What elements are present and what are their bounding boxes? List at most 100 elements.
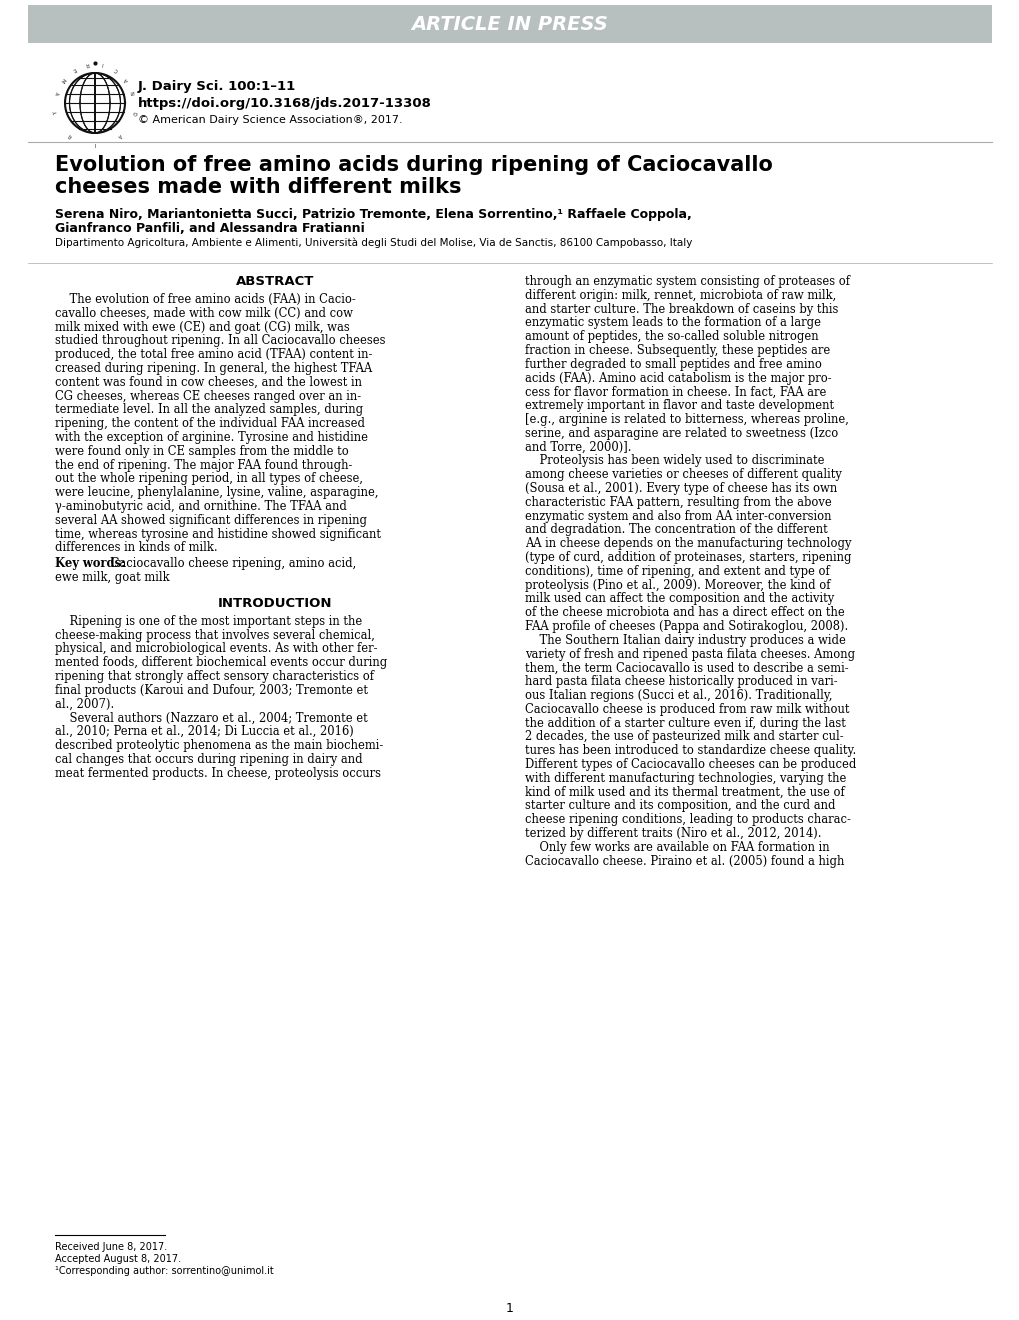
Text: A: A [53,90,59,95]
Text: Received June 8, 2017.: Received June 8, 2017. [55,1242,167,1251]
Text: differences in kinds of milk.: differences in kinds of milk. [55,541,217,554]
Text: A: A [116,132,122,137]
Text: hard pasta filata cheese historically produced in vari-: hard pasta filata cheese historically pr… [525,676,837,688]
Text: 1: 1 [505,1302,514,1315]
Text: described proteolytic phenomena as the main biochemi-: described proteolytic phenomena as the m… [55,739,383,752]
Text: variety of fresh and ripened pasta filata cheeses. Among: variety of fresh and ripened pasta filat… [525,648,854,660]
Text: cavallo cheeses, made with cow milk (CC) and cow: cavallo cheeses, made with cow milk (CC)… [55,306,353,319]
Text: R: R [67,132,73,137]
Text: characteristic FAA pattern, resulting from the above: characteristic FAA pattern, resulting fr… [525,496,830,508]
Text: ripening, the content of the individual FAA increased: ripening, the content of the individual … [55,417,365,430]
Text: acids (FAA). Amino acid catabolism is the major pro-: acids (FAA). Amino acid catabolism is th… [525,372,830,384]
Text: Evolution of free amino acids during ripening of Caciocavallo: Evolution of free amino acids during rip… [55,154,772,176]
Text: and degradation. The concentration of the different: and degradation. The concentration of th… [525,524,827,536]
Text: (type of curd, addition of proteinases, starters, ripening: (type of curd, addition of proteinases, … [525,550,851,564]
Text: C: C [113,66,119,73]
Text: Caciocavallo cheese is produced from raw milk without: Caciocavallo cheese is produced from raw… [525,702,849,715]
Text: ewe milk, goat milk: ewe milk, goat milk [55,572,169,583]
Text: time, whereas tyrosine and histidine showed significant: time, whereas tyrosine and histidine sho… [55,528,381,541]
Text: I: I [101,61,104,66]
Text: were found only in CE samples from the middle to: were found only in CE samples from the m… [55,445,348,458]
Text: creased during ripening. In general, the highest TFAA: creased during ripening. In general, the… [55,362,372,375]
Text: © American Dairy Science Association®, 2017.: © American Dairy Science Association®, 2… [138,115,403,125]
Text: meat fermented products. In cheese, proteolysis occurs: meat fermented products. In cheese, prot… [55,767,381,780]
Text: ¹Corresponding author: sorrentino@unimol.it: ¹Corresponding author: sorrentino@unimol… [55,1266,273,1276]
Text: ous Italian regions (Succi et al., 2016). Traditionally,: ous Italian regions (Succi et al., 2016)… [525,689,832,702]
Text: and starter culture. The breakdown of caseins by this: and starter culture. The breakdown of ca… [525,302,838,315]
Text: M: M [59,77,66,82]
Text: ABSTRACT: ABSTRACT [235,275,314,288]
Text: γ-aminobutyric acid, and ornithine. The TFAA and: γ-aminobutyric acid, and ornithine. The … [55,500,346,513]
Text: Proteolysis has been widely used to discriminate: Proteolysis has been widely used to disc… [525,454,823,467]
Text: content was found in cow cheeses, and the lowest in: content was found in cow cheeses, and th… [55,376,362,389]
Text: al., 2010; Perna et al., 2014; Di Luccia et al., 2016): al., 2010; Perna et al., 2014; Di Luccia… [55,725,354,738]
Text: al., 2007).: al., 2007). [55,697,114,710]
Text: cheese ripening conditions, leading to products charac-: cheese ripening conditions, leading to p… [525,813,850,826]
Text: extremely important in flavor and taste development: extremely important in flavor and taste … [525,399,834,412]
Text: Several authors (Nazzaro et al., 2004; Tremonte et: Several authors (Nazzaro et al., 2004; T… [55,711,368,725]
Text: J. Dairy Sci. 100:1–11: J. Dairy Sci. 100:1–11 [138,81,296,92]
Text: 2 decades, the use of pasteurized milk and starter cul-: 2 decades, the use of pasteurized milk a… [525,730,843,743]
Text: among cheese varieties or cheeses of different quality: among cheese varieties or cheeses of dif… [525,469,841,482]
Text: cheese-making process that involves several chemical,: cheese-making process that involves seve… [55,628,375,642]
Text: of the cheese microbiota and has a direct effect on the: of the cheese microbiota and has a direc… [525,606,844,619]
Text: A: A [124,77,130,82]
Text: Caciocavallo cheese. Piraino et al. (2005) found a high: Caciocavallo cheese. Piraino et al. (200… [525,854,844,867]
Text: terized by different traits (Niro et al., 2012, 2014).: terized by different traits (Niro et al.… [525,828,820,840]
Text: https://doi.org/10.3168/jds.2017-13308: https://doi.org/10.3168/jds.2017-13308 [138,96,431,110]
Text: FAA profile of cheeses (Pappa and Sotirakoglou, 2008).: FAA profile of cheeses (Pappa and Sotira… [525,620,848,634]
Text: conditions), time of ripening, and extent and type of: conditions), time of ripening, and exten… [525,565,828,578]
Text: final products (Karoui and Dufour, 2003; Tremonte et: final products (Karoui and Dufour, 2003;… [55,684,368,697]
Text: (Sousa et al., 2001). Every type of cheese has its own: (Sousa et al., 2001). Every type of chee… [525,482,837,495]
Text: amount of peptides, the so-called soluble nitrogen: amount of peptides, the so-called solubl… [525,330,818,343]
Text: D: D [130,111,137,116]
Text: cal changes that occurs during ripening in dairy and: cal changes that occurs during ripening … [55,752,363,766]
Text: Dipartimento Agricoltura, Ambiente e Alimenti, Università degli Studi del Molise: Dipartimento Agricoltura, Ambiente e Ali… [55,238,692,248]
Text: Different types of Caciocavallo cheeses can be produced: Different types of Caciocavallo cheeses … [525,758,856,771]
Text: with the exception of arginine. Tyrosine and histidine: with the exception of arginine. Tyrosine… [55,432,368,444]
Text: N: N [130,90,137,95]
Text: milk used can affect the composition and the activity: milk used can affect the composition and… [525,593,834,606]
Text: enzymatic system and also from AA inter-conversion: enzymatic system and also from AA inter-… [525,510,830,523]
Text: Serena Niro, Mariantonietta Succi, Patrizio Tremonte, Elena Sorrentino,¹ Raffael: Serena Niro, Mariantonietta Succi, Patri… [55,209,691,220]
Text: The Southern Italian dairy industry produces a wide: The Southern Italian dairy industry prod… [525,634,845,647]
Text: through an enzymatic system consisting of proteases of: through an enzymatic system consisting o… [525,275,849,288]
Text: Gianfranco Panfili, and Alessandra Fratianni: Gianfranco Panfili, and Alessandra Frati… [55,222,365,235]
Text: CG cheeses, whereas CE cheeses ranged over an in-: CG cheeses, whereas CE cheeses ranged ov… [55,389,361,403]
Text: different origin: milk, rennet, microbiota of raw milk,: different origin: milk, rennet, microbio… [525,289,836,302]
Text: further degraded to small peptides and free amino: further degraded to small peptides and f… [525,358,821,371]
Text: cess for flavor formation in cheese. In fact, FAA are: cess for flavor formation in cheese. In … [525,385,825,399]
Text: proteolysis (Pino et al., 2009). Moreover, the kind of: proteolysis (Pino et al., 2009). Moreove… [525,578,829,591]
Text: Caciocavallo cheese ripening, amino acid,: Caciocavallo cheese ripening, amino acid… [107,557,356,570]
Text: out the whole ripening period, in all types of cheese,: out the whole ripening period, in all ty… [55,473,363,486]
Text: termediate level. In all the analyzed samples, during: termediate level. In all the analyzed sa… [55,404,363,416]
Text: I: I [94,140,96,145]
Text: enzymatic system leads to the formation of a large: enzymatic system leads to the formation … [525,317,820,330]
Text: The evolution of free amino acids (FAA) in Cacio-: The evolution of free amino acids (FAA) … [55,293,356,306]
Text: them, the term Caciocavallo is used to describe a semi-: them, the term Caciocavallo is used to d… [525,661,848,675]
Text: Ripening is one of the most important steps in the: Ripening is one of the most important st… [55,615,362,628]
Text: E: E [71,66,76,73]
Text: AA in cheese depends on the manufacturing technology: AA in cheese depends on the manufacturin… [525,537,851,550]
Text: the end of ripening. The major FAA found through-: the end of ripening. The major FAA found… [55,458,352,471]
Text: with different manufacturing technologies, varying the: with different manufacturing technologie… [525,772,846,785]
Text: [e.g., arginine is related to bitterness, whereas proline,: [e.g., arginine is related to bitterness… [525,413,848,426]
Text: kind of milk used and its thermal treatment, the use of: kind of milk used and its thermal treatm… [525,785,844,799]
Text: INTRODUCTION: INTRODUCTION [217,597,332,610]
Text: studied throughout ripening. In all Caciocavallo cheeses: studied throughout ripening. In all Caci… [55,334,385,347]
Text: mented foods, different biochemical events occur during: mented foods, different biochemical even… [55,656,387,669]
Text: fraction in cheese. Subsequently, these peptides are: fraction in cheese. Subsequently, these … [525,345,829,356]
Text: cheeses made with different milks: cheeses made with different milks [55,177,461,197]
Text: Accepted August 8, 2017.: Accepted August 8, 2017. [55,1254,181,1265]
Text: tures has been introduced to standardize cheese quality.: tures has been introduced to standardize… [525,744,855,758]
Text: starter culture and its composition, and the curd and: starter culture and its composition, and… [525,800,835,812]
Text: ARTICLE IN PRESS: ARTICLE IN PRESS [412,15,607,33]
Text: the addition of a starter culture even if, during the last: the addition of a starter culture even i… [525,717,845,730]
Text: milk mixed with ewe (CE) and goat (CG) milk, was: milk mixed with ewe (CE) and goat (CG) m… [55,321,350,334]
Text: physical, and microbiological events. As with other fer-: physical, and microbiological events. As… [55,643,377,656]
Text: were leucine, phenylalanine, lysine, valine, asparagine,: were leucine, phenylalanine, lysine, val… [55,486,378,499]
Text: serine, and asparagine are related to sweetness (Izco: serine, and asparagine are related to sw… [525,426,838,440]
Text: Y: Y [54,111,59,115]
Text: and Torre, 2000)].: and Torre, 2000)]. [525,441,631,454]
Text: Key words:: Key words: [55,557,125,570]
